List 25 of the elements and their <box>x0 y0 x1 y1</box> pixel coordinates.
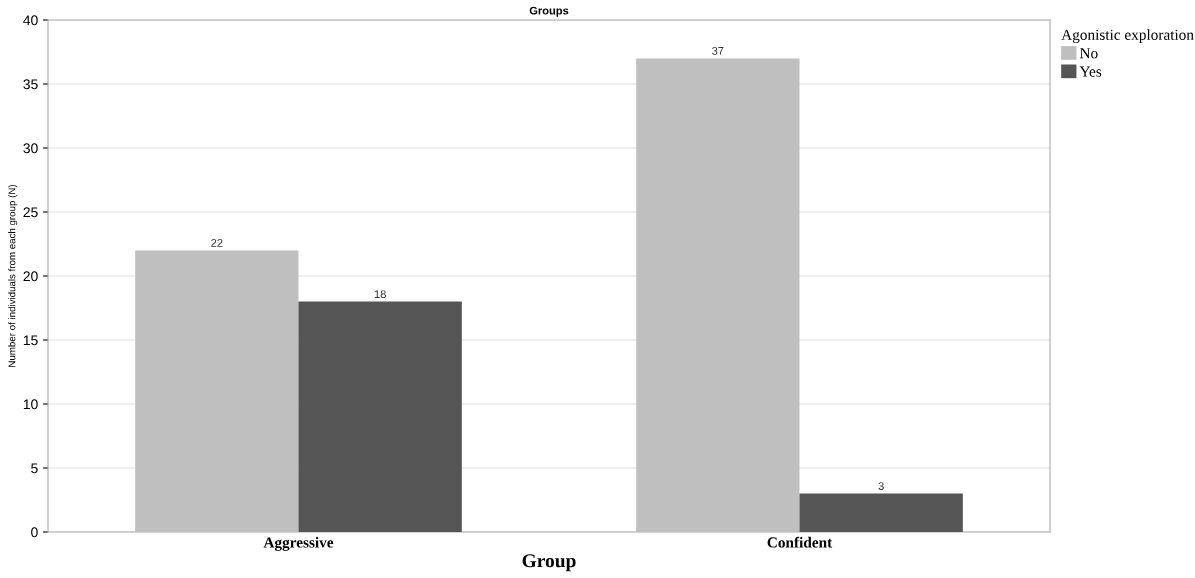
legend-label: No <box>1079 48 1098 59</box>
data-label: 18 <box>374 290 386 299</box>
y-tick-label: 40 <box>23 15 38 26</box>
y-tick-label: 15 <box>23 335 38 346</box>
x-tick-label: Confident <box>767 536 833 548</box>
data-label: 3 <box>878 482 884 491</box>
y-tick-label: 20 <box>23 271 38 282</box>
data-label: 22 <box>211 238 223 247</box>
x-tick-label: Aggressive <box>263 536 334 551</box>
bar <box>135 250 299 532</box>
bar <box>298 301 462 532</box>
y-tick-label: 30 <box>23 143 38 154</box>
y-tick-label: 0 <box>31 527 38 538</box>
y-tick-label: 5 <box>31 463 38 474</box>
bar <box>799 493 963 532</box>
chart-title: Groups <box>529 6 569 17</box>
data-label: 37 <box>712 46 724 55</box>
legend-title: Agonistic exploration <box>1061 29 1194 44</box>
y-tick-label: 35 <box>23 79 38 90</box>
y-axis-title: Number of individuals from each group (N) <box>8 185 18 367</box>
legend-label: Yes <box>1079 66 1102 77</box>
x-axis-title: Group <box>522 554 576 572</box>
bar <box>636 58 800 532</box>
y-tick-label: 10 <box>23 399 38 410</box>
y-tick-label: 25 <box>23 207 38 218</box>
